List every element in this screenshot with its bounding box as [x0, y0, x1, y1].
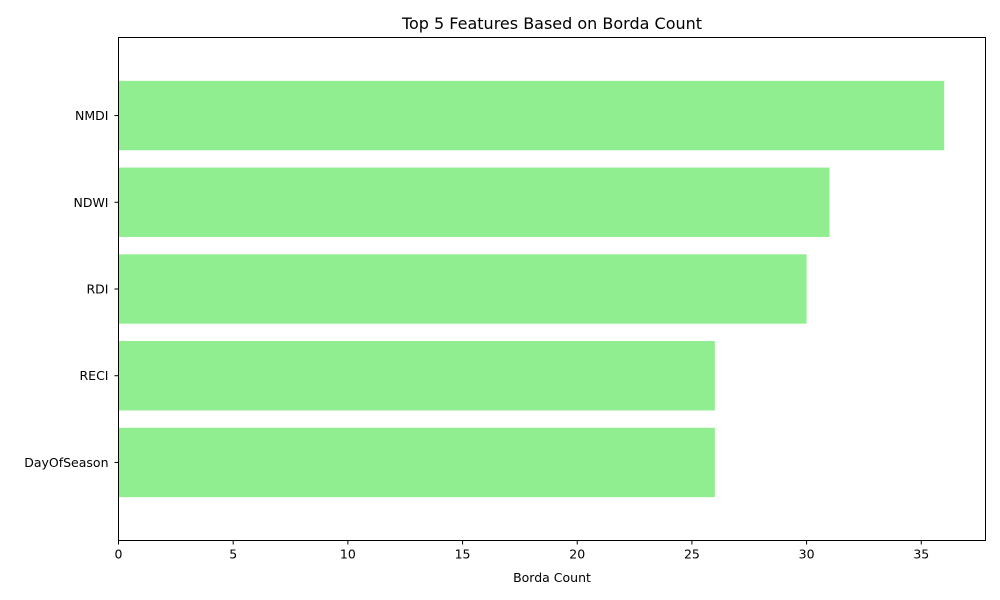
x-tick-label: 35 [913, 547, 929, 562]
x-tick-label: 20 [569, 547, 585, 562]
bar-nmdi [118, 80, 945, 151]
y-axis-ticks: NMDI NDWI RDI RECI DayOfSeason [24, 108, 119, 470]
bar-reci [118, 341, 715, 411]
plot-area-frame [118, 37, 986, 541]
x-tick-label: 5 [229, 547, 237, 562]
bar-dayofseason [118, 427, 715, 498]
bar-ndwi [118, 167, 830, 237]
y-tick-label: RECI [80, 368, 109, 383]
y-tick-label: NMDI [75, 108, 108, 123]
bars-group [118, 80, 945, 498]
x-tick-label: 15 [455, 547, 471, 562]
x-tick-label: 25 [684, 547, 700, 562]
bar-rdi [118, 254, 807, 324]
chart-title: Top 5 Features Based on Borda Count [401, 14, 702, 33]
x-tick-label: 10 [340, 547, 356, 562]
x-axis-ticks: 0 5 10 15 20 25 30 35 [115, 540, 929, 562]
y-tick-label: DayOfSeason [24, 455, 108, 470]
x-tick-label: 0 [115, 547, 123, 562]
x-axis-label: Borda Count [513, 570, 591, 585]
y-tick-label: RDI [87, 282, 109, 297]
x-tick-label: 30 [799, 547, 815, 562]
y-tick-label: NDWI [73, 195, 108, 210]
